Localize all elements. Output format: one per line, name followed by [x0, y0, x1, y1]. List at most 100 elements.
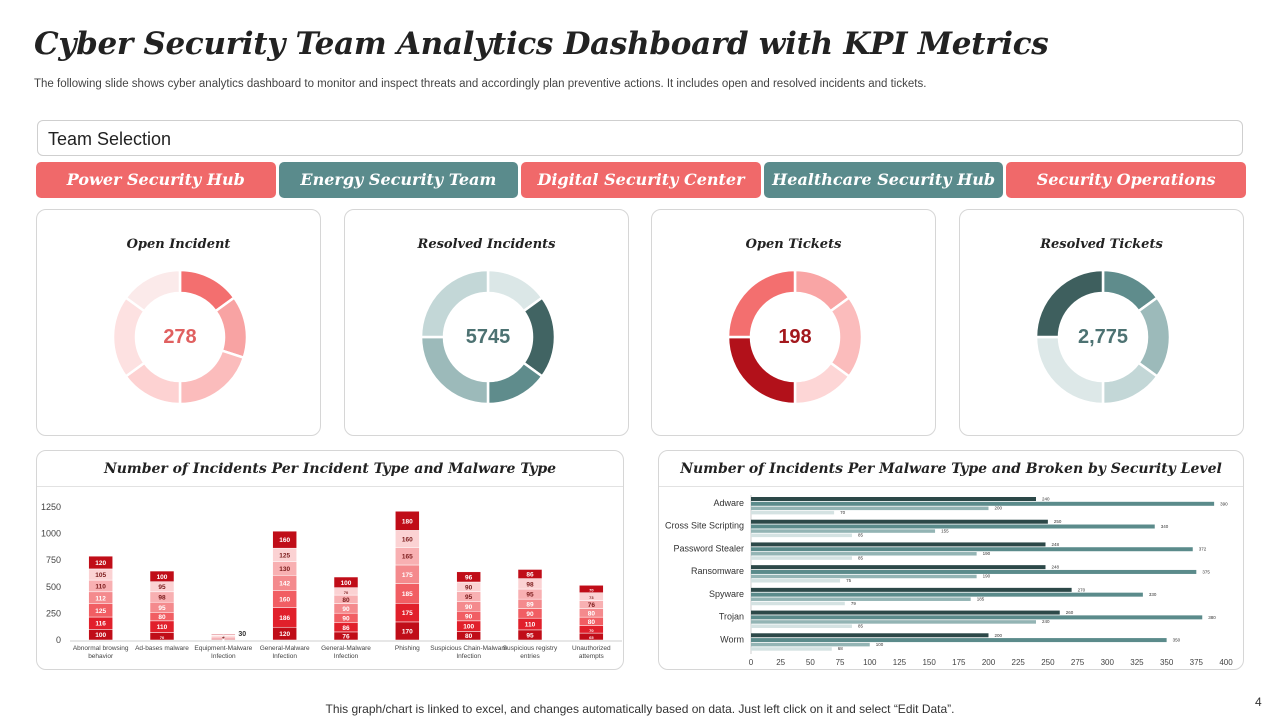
donut-open-tickets: 198: [727, 269, 863, 405]
data-label: 190: [983, 551, 991, 556]
y-tick-label: 500: [46, 582, 61, 592]
donut-segment: [112, 295, 147, 379]
data-label: 155: [941, 528, 949, 533]
data-label: 240: [1042, 497, 1050, 502]
bar: [751, 552, 977, 556]
data-label: 70: [160, 635, 165, 640]
data-label: 175: [402, 572, 413, 579]
data-label: 125: [95, 608, 106, 615]
data-label: 89: [526, 601, 534, 608]
data-label: 270: [1078, 587, 1086, 592]
data-label: 8: [222, 638, 225, 643]
data-label: 90: [342, 606, 350, 613]
data-label: 250: [1054, 519, 1062, 524]
data-label: 95: [465, 594, 473, 601]
bar-segment: [333, 576, 359, 588]
footer-note: This graph/chart is linked to excel, and…: [325, 702, 955, 716]
y-tick-label: Password Stealer: [673, 543, 744, 553]
data-label: 70: [344, 590, 349, 595]
data-label: 90: [342, 615, 350, 622]
data-label: 340: [1161, 524, 1169, 529]
bar: [751, 565, 1046, 570]
kpi-value: 5745: [466, 326, 511, 348]
data-label: 186: [279, 615, 290, 622]
data-label: 165: [402, 554, 413, 561]
team-energy-security-team[interactable]: Energy Security Team: [278, 162, 519, 198]
data-label: 8: [222, 636, 225, 641]
data-label: 90: [465, 614, 473, 621]
bar: [751, 556, 852, 560]
data-label: 8: [222, 636, 225, 641]
chart-title: Number of Incidents Per Incident Type an…: [103, 461, 557, 477]
donut-segment: [213, 295, 248, 360]
page-subtitle: The following slide shows cyber analytic…: [34, 78, 927, 90]
donut-resolved-incidents: 5745: [420, 269, 556, 405]
kpi-value: 198: [778, 326, 811, 348]
data-label: 380: [1208, 615, 1216, 620]
donut-segment: [1101, 361, 1159, 405]
bar-segment: [88, 555, 113, 570]
data-label: 112: [95, 595, 106, 602]
horizontal-bar-chart-panel: Number of Incidents Per Malware Type and…: [658, 450, 1244, 670]
data-label: 160: [279, 596, 290, 603]
data-label: 70: [589, 628, 594, 633]
data-label: 85: [858, 555, 864, 560]
donut-segment: [1136, 295, 1171, 379]
x-tick-label: 150: [922, 658, 936, 667]
data-label: 79: [851, 601, 857, 606]
donut-segment: [420, 269, 490, 339]
y-tick-label: Spyware: [709, 589, 744, 599]
bar: [751, 610, 1060, 615]
bar: [751, 601, 845, 606]
data-label: 330: [1149, 592, 1157, 597]
bar: [751, 597, 971, 601]
data-label: 100: [341, 580, 352, 587]
data-label: 100: [157, 574, 168, 581]
bar: [751, 501, 1215, 506]
bar: [751, 574, 977, 579]
donut-segment: [178, 349, 246, 405]
y-tick-label: Trojan: [719, 612, 744, 622]
data-label: 350: [1173, 638, 1181, 643]
bar: [751, 497, 1036, 501]
bar-segment: [456, 571, 481, 583]
team-security-operations-center[interactable]: Security Operations Center: [1006, 162, 1246, 225]
page-number: 4: [1255, 695, 1262, 709]
x-tick-label: 100: [863, 658, 877, 667]
kpi-title: Resolved Tickets: [1040, 237, 1163, 252]
team-selection-label: Team Selection: [48, 129, 172, 149]
x-tick-label: Abnormal browsing behavior: [73, 645, 129, 660]
x-tick-label: 125: [893, 658, 907, 667]
y-tick-label: Ransomware: [691, 566, 744, 576]
bar: [751, 624, 852, 628]
x-tick-label: 300: [1101, 658, 1115, 667]
data-label: 110: [525, 622, 536, 629]
team-power-security-hub[interactable]: Power Security Hub: [36, 162, 276, 198]
x-tick-label: 175: [952, 658, 966, 667]
bar: [751, 592, 1143, 597]
data-label: 185: [402, 591, 413, 598]
team-healthcare-security-hub[interactable]: Healthcare Security Hub: [763, 162, 1004, 198]
x-tick-label: 275: [1071, 658, 1085, 667]
x-tick-label: General-Malware Infection: [260, 645, 310, 660]
data-label: 100: [463, 624, 474, 631]
data-label: 248: [1052, 565, 1060, 570]
bar: [751, 506, 989, 511]
bar: [751, 533, 852, 538]
donut-open-incident: 278: [112, 269, 248, 405]
x-tick-label: 75: [836, 658, 845, 667]
data-label: 85: [858, 623, 864, 628]
data-label: 372: [1199, 547, 1207, 552]
bar: [751, 529, 936, 533]
team-digital-security-center[interactable]: Digital Security Center: [521, 162, 761, 198]
bar: [751, 587, 1072, 592]
y-tick-label: 250: [46, 608, 61, 618]
data-label: 100: [95, 632, 106, 639]
data-label: 116: [95, 621, 106, 628]
bar-segment: [149, 570, 175, 582]
data-label: 95: [526, 592, 534, 599]
data-label: 80: [465, 633, 473, 640]
data-label: 160: [402, 536, 413, 543]
data-label: 390: [1220, 501, 1228, 506]
divider: [659, 486, 1243, 487]
